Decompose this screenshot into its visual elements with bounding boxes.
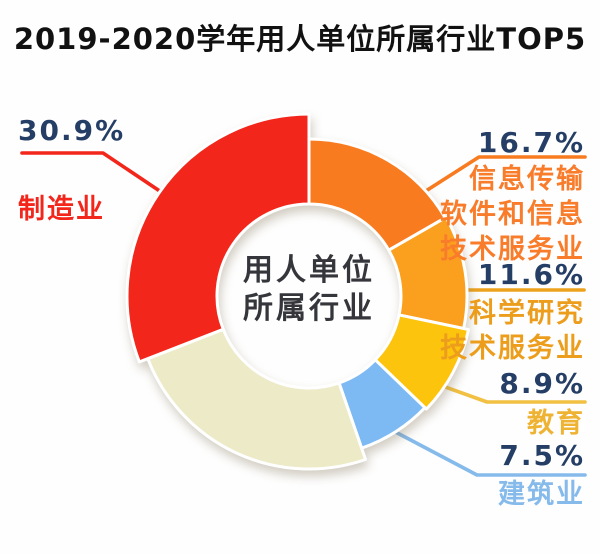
- science-label: 科学研究 技术服务业: [440, 296, 585, 366]
- science-label-line2: 技术服务业: [440, 333, 585, 364]
- connector-line-education: [424, 378, 587, 404]
- title-banner: 2019-2020学年用人单位所属行业TOP5: [0, 14, 600, 60]
- connector-line-construction: [384, 425, 587, 477]
- center-label-line1: 用人单位: [243, 253, 375, 288]
- manufacturing-label: 制造业: [18, 194, 105, 225]
- science-label-line1: 科学研究: [469, 298, 585, 329]
- page-title: 2019-2020学年用人单位所属行业TOP5: [13, 22, 587, 56]
- it-services-percent: 16.7%: [477, 126, 585, 159]
- education-percent: 8.9%: [499, 367, 585, 400]
- slice-manufacturing: [125, 112, 311, 364]
- donut-slices: [125, 112, 471, 471]
- slice-other: [146, 327, 368, 471]
- connector-line-manufacturing: [20, 151, 187, 210]
- connector-lines: [20, 151, 587, 477]
- connector-line-it-services: [416, 155, 587, 198]
- construction-label: 建筑业: [498, 479, 585, 510]
- center-label-line2: 所属行业: [243, 291, 375, 326]
- it-services-label-line2: 软件和信息: [440, 199, 585, 230]
- it-services-label-line3: 技术服务业: [440, 234, 585, 265]
- education-label: 教育: [527, 408, 585, 439]
- chart-center-label: 用人单位 所属行业: [187, 252, 431, 328]
- slice-education: [373, 313, 471, 411]
- it-services-label: 信息传输 软件和信息 技术服务业: [440, 162, 585, 267]
- construction-percent: 7.5%: [499, 439, 585, 472]
- manufacturing-percent: 30.9%: [18, 114, 126, 147]
- it-services-label-line1: 信息传输: [469, 164, 585, 195]
- science-percent: 11.6%: [477, 258, 585, 291]
